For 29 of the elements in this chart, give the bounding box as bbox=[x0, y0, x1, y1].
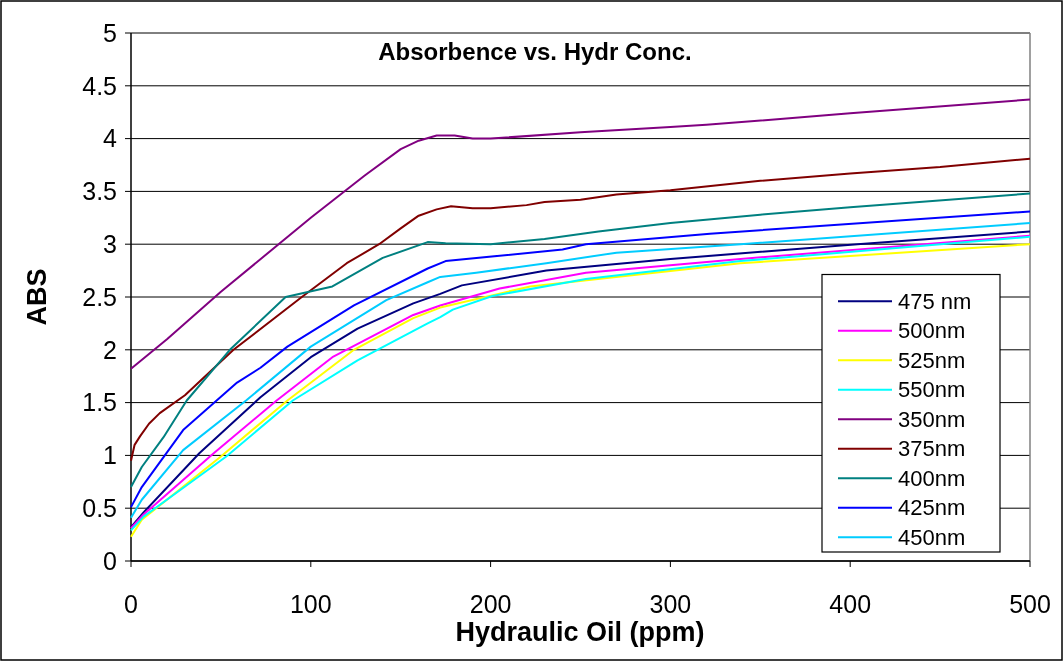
x-tick-label: 500 bbox=[1009, 590, 1051, 618]
x-tick-label: 100 bbox=[289, 590, 332, 618]
y-tick-label: 2.5 bbox=[82, 282, 117, 311]
y-axis-title: ABS bbox=[22, 268, 52, 326]
legend-label: 450nm bbox=[898, 524, 966, 550]
legend-label: 350nm bbox=[898, 406, 966, 432]
legend-label: 425nm bbox=[898, 495, 966, 521]
x-tick-label: 200 bbox=[469, 590, 512, 618]
y-tick-label: 3 bbox=[103, 229, 117, 258]
legend-label: 525nm bbox=[898, 347, 966, 373]
y-tick-label: 4.5 bbox=[82, 71, 117, 100]
y-tick-label: 1 bbox=[103, 441, 117, 470]
x-tick-label: 0 bbox=[124, 590, 138, 618]
legend-label: 375nm bbox=[898, 436, 966, 462]
legend-label: 500nm bbox=[898, 318, 966, 344]
x-axis-title: Hydraulic Oil (ppm) bbox=[455, 617, 705, 647]
y-tick-label: 5 bbox=[103, 18, 117, 47]
y-tick-label: 4 bbox=[103, 124, 118, 153]
y-tick-label: 1.5 bbox=[82, 388, 117, 417]
x-tick-label: 400 bbox=[829, 590, 872, 618]
x-tick-label: 300 bbox=[649, 590, 692, 618]
y-tick-label: 0.5 bbox=[82, 493, 117, 522]
legend-label: 475 nm bbox=[898, 288, 972, 314]
y-tick-label: 2 bbox=[103, 335, 117, 364]
legend-label: 400nm bbox=[898, 465, 966, 491]
y-tick-label: 3.5 bbox=[82, 177, 117, 206]
legend-label: 550nm bbox=[898, 377, 966, 403]
y-tick-label: 0 bbox=[103, 546, 117, 575]
chart-title: Absorbence vs. Hydr Conc. bbox=[378, 38, 692, 65]
